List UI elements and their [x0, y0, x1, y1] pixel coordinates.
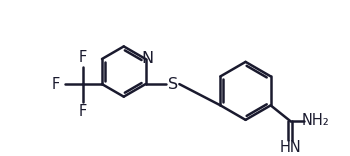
Text: S: S — [168, 77, 178, 92]
Text: F: F — [78, 104, 87, 119]
Text: F: F — [51, 77, 60, 92]
Text: NH₂: NH₂ — [301, 113, 329, 128]
Text: HN: HN — [279, 140, 301, 155]
Text: F: F — [78, 50, 87, 65]
Text: N: N — [141, 51, 154, 66]
